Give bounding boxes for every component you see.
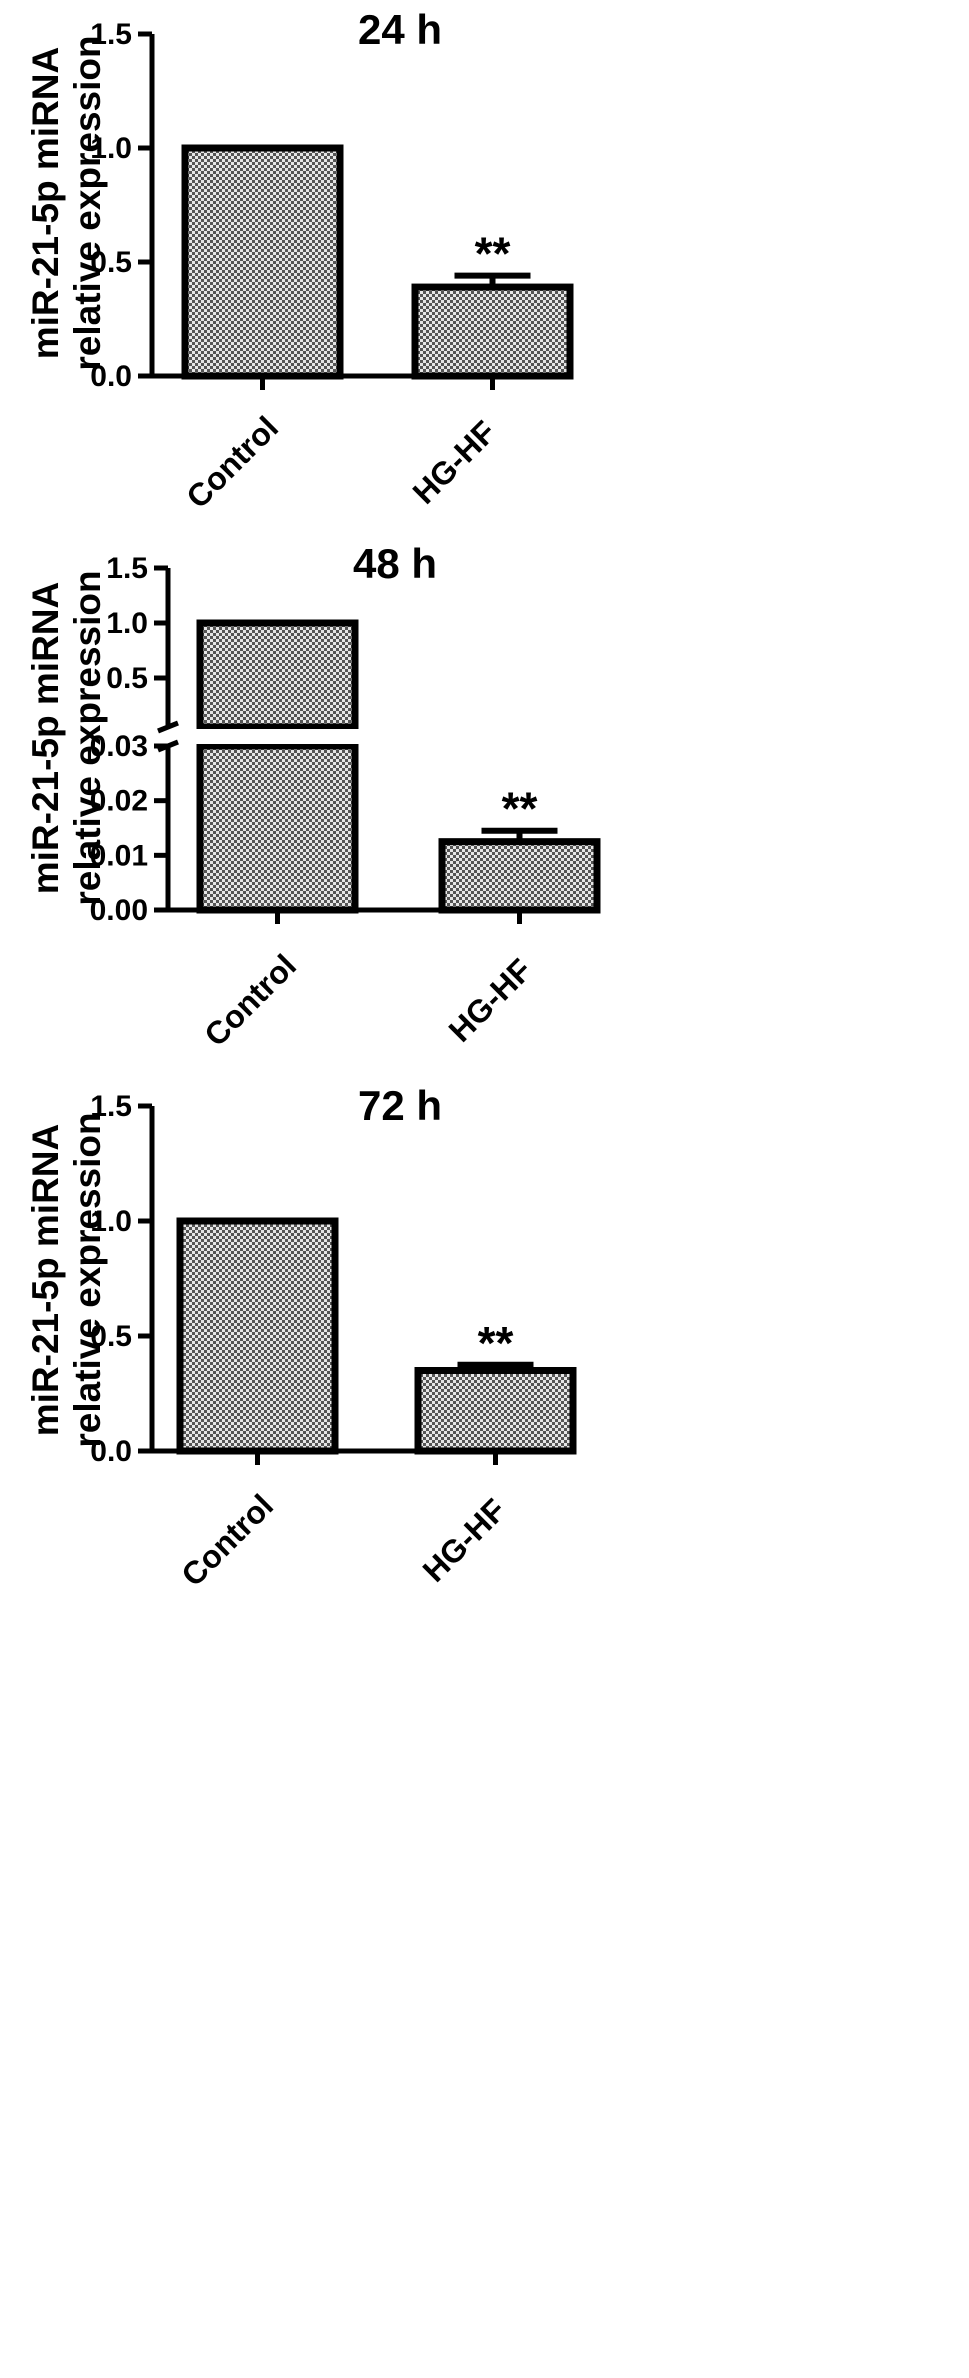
panel-48h-significance-hg-hf: ** [502,783,538,835]
panel-48h-y-axis-label: miR-21-5p miRNA relative expression [25,570,108,905]
panel-72h-axes [149,1106,570,1454]
panel-48h-category-label-control: Control [197,947,303,1053]
panel-48h-y-tick-label-3: 0.03 [90,730,148,763]
panel-48h-bar-break-gap [196,729,359,744]
panel-72h-y-tick-label-2: 1.0 [90,1205,132,1238]
panel-48h-category-label-hg-hf: HG-HF [442,952,539,1049]
panel-72h-y-tick-label-3: 1.5 [90,1090,132,1123]
panel-24h-category-label-hg-hf: HG-HF [406,414,503,511]
panel-24h-bar-hg-hf [411,283,574,380]
panel-72h-error-bar-hg-hf [457,1361,534,1371]
panel-72h-category-label-control: Control [174,1487,280,1593]
panel-48h-y-tick-label-4: 0.5 [106,662,148,695]
panel-24h-y-tick-label-1: 0.5 [90,246,132,279]
panel-24h-bar-control [181,144,344,380]
panel-72h-y-axis-label: miR-21-5p miRNA relative expression [25,1112,108,1447]
panel-48h-error-bar-hg-hf [481,827,558,842]
panel-72h-bar-hg-hf [414,1367,577,1455]
panel-48h-y-label-line1: miR-21-5p miRNA [25,582,66,895]
panel-24h-axes [149,34,560,379]
panel-24h-category-label-control: Control [179,409,285,515]
panel-48h-y-axis-lower [165,746,590,913]
panel-24h: 24 h miR-21-5p miRNA relative expression… [25,6,574,515]
panel-72h-title: 72 h [358,1082,442,1129]
panel-24h-y-label-line1: miR-21-5p miRNA [25,47,66,360]
panel-24h-y-tick-label-2: 1.0 [90,132,132,165]
panel-72h-y-tick-label-1: 0.5 [90,1320,132,1353]
panel-48h-y-tick-label-2: 0.02 [90,785,148,818]
panel-72h-category-label-hg-hf: HG-HF [416,1492,513,1589]
panel-72h-bar-control [176,1217,339,1455]
panel-48h-y-tick-label-6: 1.5 [106,552,148,585]
panel-24h-y-tick-label-3: 1.5 [90,18,132,51]
panel-48h-y-tick-label-0: 0.00 [90,894,148,927]
panel-24h-significance-hg-hf: ** [475,228,511,280]
panel-72h-y-label-line1: miR-21-5p miRNA [25,1124,66,1437]
panel-24h-y-axis-label: miR-21-5p miRNA relative expression [25,35,108,370]
panel-48h-bar-control-upper [196,619,359,731]
panel-48h-y-label-line2: relative expression [67,570,108,905]
panel-72h-y-label-line2: relative expression [67,1112,108,1447]
panel-48h: 48 h miR-21-5p miRNA relative expression… [25,540,601,1053]
panel-72h: 72 h miR-21-5p miRNA relative expression… [25,1082,577,1593]
panel-24h-y-tick-label-0: 0.0 [90,360,132,393]
panel-48h-bar-hg-hf [438,838,601,914]
panel-48h-title: 48 h [353,540,437,587]
panel-48h-y-tick-label-1: 0.01 [90,839,148,872]
panel-24h-error-bar-hg-hf [454,272,531,288]
panel-72h-significance-hg-hf: ** [478,1317,514,1369]
panel-48h-axis-break-mark-top [157,720,179,734]
panel-24h-title: 24 h [358,6,442,53]
panel-48h-bar-control-lower [196,742,359,914]
panel-24h-y-label-line2: relative expression [67,35,108,370]
panel-48h-axis-break-mark-bottom [157,739,179,753]
panel-72h-y-tick-label-0: 0.0 [90,1435,132,1468]
panel-48h-y-tick-label-5: 1.0 [106,607,148,640]
